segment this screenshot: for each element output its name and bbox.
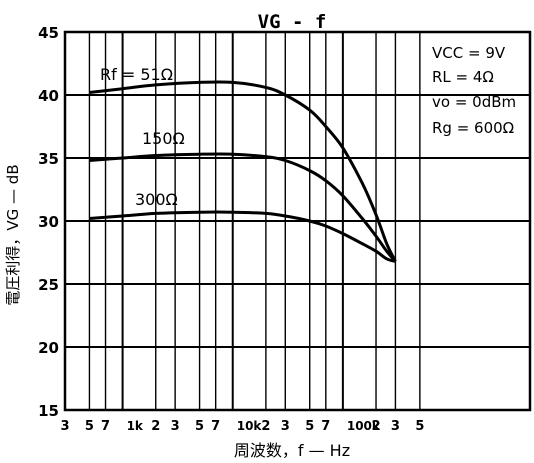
x-tick-label: 10k (237, 419, 263, 433)
x-tick-label: 7 (211, 419, 220, 434)
curve-label-150: 150Ω (142, 129, 185, 148)
y-tick-label: 20 (38, 339, 59, 357)
series-group (89, 80, 397, 263)
x-tick-label: 2 (151, 419, 160, 434)
grid (65, 32, 530, 410)
series-line-1 (89, 80, 397, 262)
x-tick-label: 3 (171, 419, 180, 434)
x-tick-label: 2 (372, 419, 381, 434)
series-line-3 (89, 210, 396, 263)
y-tick-label: 30 (38, 213, 59, 231)
chart-title: VG - f (258, 11, 327, 33)
y-tick-label: 40 (38, 87, 59, 105)
curve-label-rf51: Rf = 51Ω (100, 65, 173, 84)
x-tick-label: 7 (101, 419, 110, 434)
condition-vo: vo = 0dBm (432, 93, 516, 111)
condition-vcc: VCC = 9V (432, 44, 506, 62)
x-tick-label: 5 (305, 419, 314, 434)
x-tick-label: 2 (261, 419, 270, 434)
condition-rg: Rg = 600Ω (432, 119, 514, 137)
x-tick-label: 7 (321, 419, 330, 434)
x-tick-label: 3 (60, 419, 69, 434)
plot-frame (63, 30, 532, 412)
y-tick-label: 35 (38, 150, 59, 168)
x-tick-label: 5 (415, 419, 424, 434)
y-tick-label: 25 (38, 276, 59, 294)
x-tick-label: 1k (127, 419, 144, 433)
x-tick-label: 5 (195, 419, 204, 434)
conditions-legend: VCC = 9V RL = 4Ω vo = 0dBm Rg = 600Ω (432, 44, 516, 137)
condition-rl: RL = 4Ω (432, 68, 494, 86)
x-tick-label: 5 (85, 419, 94, 434)
y-tick-label: 45 (38, 24, 59, 42)
series-line-2 (89, 152, 397, 263)
y-tick-label: 15 (38, 402, 59, 420)
x-axis-label: 周波数，f — Hz (234, 441, 350, 460)
y-tick-labels: 15 20 25 30 35 40 45 (38, 24, 59, 420)
y-axis-label: 電圧利得，VG — dB (4, 164, 22, 305)
curve-label-300: 300Ω (135, 190, 178, 209)
x-tick-label: 3 (281, 419, 290, 434)
x-tick-label: 3 (391, 419, 400, 434)
x-tick-label: 100k (347, 419, 381, 433)
